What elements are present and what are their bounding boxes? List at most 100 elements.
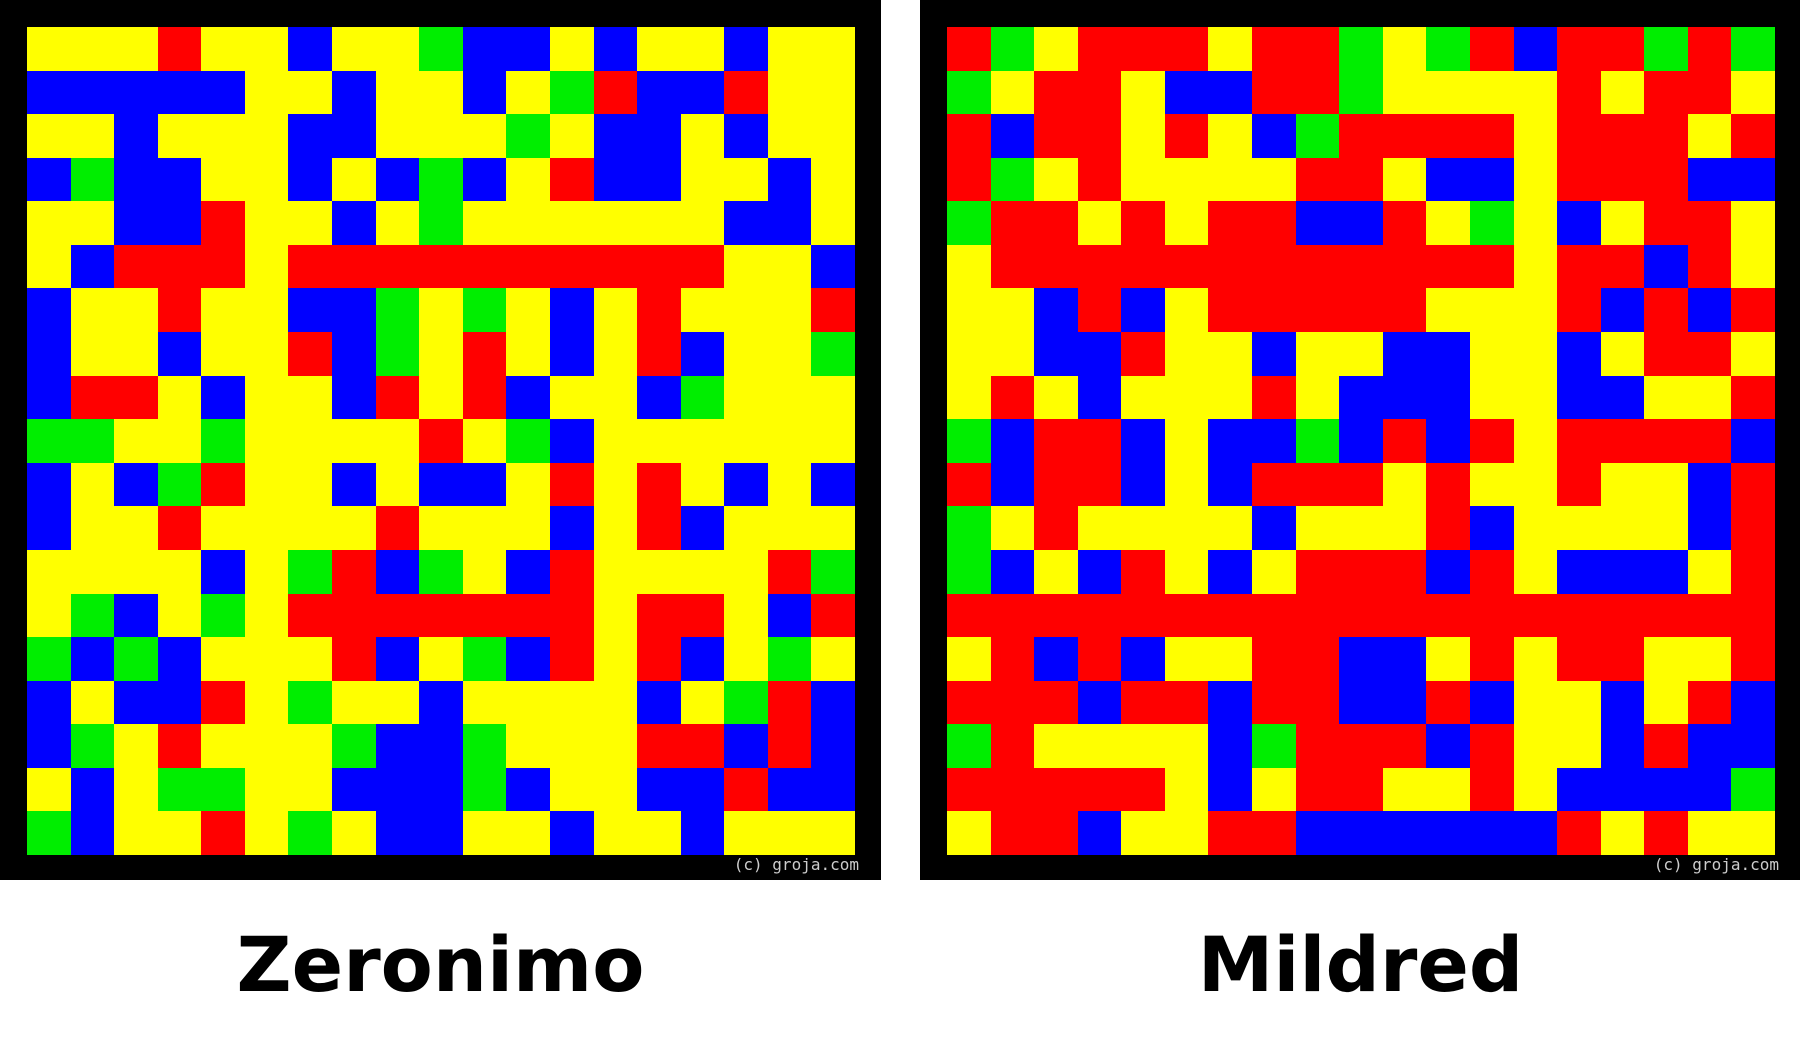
grid-cell	[1469, 114, 1514, 158]
grid-cell	[419, 811, 463, 855]
grid-cell	[375, 114, 420, 158]
grid-cell	[506, 157, 550, 202]
grid-cell	[244, 244, 289, 289]
grid-cell	[1252, 332, 1296, 376]
grid-cell	[1513, 637, 1558, 681]
grid-cell	[419, 637, 463, 681]
grid-cell	[1295, 157, 1340, 202]
grid-cell	[201, 157, 245, 202]
grid-cell	[332, 811, 376, 855]
grid-cell	[1121, 419, 1165, 463]
grid-cell	[1469, 462, 1514, 507]
left-caption: Zeronimo	[236, 920, 645, 1009]
grid-cell	[1600, 767, 1645, 812]
grid-cell	[637, 462, 681, 507]
grid-cell	[549, 201, 594, 245]
grid-cell	[1644, 332, 1688, 376]
grid-cell	[1077, 767, 1122, 812]
grid-cell	[506, 70, 550, 115]
grid-cell	[1731, 593, 1775, 638]
grid-cell	[1557, 680, 1601, 725]
grid-cell	[332, 593, 376, 638]
grid-cell	[1687, 462, 1732, 507]
grid-cell	[1513, 27, 1558, 71]
grid-cell	[1208, 724, 1253, 768]
grid-cell	[114, 157, 158, 202]
right-copyright-text: (c) groja.com	[1653, 855, 1779, 874]
grid-cell	[506, 680, 550, 725]
grid-cell	[724, 70, 768, 115]
grid-cell	[593, 375, 638, 420]
grid-cell	[1513, 506, 1558, 550]
grid-cell	[811, 114, 855, 158]
grid-cell	[1077, 462, 1122, 507]
grid-cell	[593, 811, 638, 855]
grid-cell	[637, 157, 681, 202]
grid-cell	[462, 593, 507, 638]
grid-cell	[1382, 506, 1427, 550]
grid-cell	[1295, 593, 1340, 638]
grid-cell	[1121, 157, 1165, 202]
grid-cell	[811, 70, 855, 115]
grid-cell	[1426, 462, 1470, 507]
grid-cell	[1382, 157, 1427, 202]
grid-cell	[1557, 462, 1601, 507]
grid-cell	[1034, 419, 1078, 463]
grid-cell	[157, 680, 202, 725]
grid-cell	[1644, 462, 1688, 507]
grid-cell	[157, 811, 202, 855]
grid-cell	[1208, 70, 1253, 115]
grid-cell	[811, 419, 855, 463]
grid-cell	[114, 332, 158, 376]
grid-cell	[680, 288, 725, 333]
grid-cell	[1339, 637, 1383, 681]
grid-cell	[1469, 244, 1514, 289]
grid-cell	[506, 767, 550, 812]
grid-cell	[947, 114, 991, 158]
grid-cell	[680, 70, 725, 115]
grid-cell	[201, 419, 245, 463]
grid-cell	[1469, 680, 1514, 725]
grid-cell	[419, 27, 463, 71]
grid-cell	[1687, 27, 1732, 71]
grid-cell	[1339, 767, 1383, 812]
grid-cell	[201, 680, 245, 725]
grid-cell	[549, 593, 594, 638]
grid-cell	[1339, 549, 1383, 594]
grid-cell	[947, 27, 991, 71]
grid-cell	[767, 201, 812, 245]
grid-cell	[1034, 332, 1078, 376]
grid-cell	[1644, 244, 1688, 289]
grid-cell	[1339, 593, 1383, 638]
grid-cell	[1382, 375, 1427, 420]
grid-cell	[1644, 201, 1688, 245]
grid-cell	[1382, 462, 1427, 507]
grid-cell	[1164, 201, 1209, 245]
grid-cell	[288, 462, 333, 507]
grid-cell	[462, 375, 507, 420]
grid-cell	[157, 462, 202, 507]
grid-cell	[593, 462, 638, 507]
grid-cell	[1164, 114, 1209, 158]
grid-cell	[549, 680, 594, 725]
grid-cell	[419, 70, 463, 115]
grid-cell	[811, 767, 855, 812]
grid-cell	[1164, 157, 1209, 202]
grid-cell	[375, 811, 420, 855]
grid-cell	[506, 288, 550, 333]
grid-cell	[724, 767, 768, 812]
grid-cell	[637, 70, 681, 115]
grid-cell	[332, 70, 376, 115]
grid-cell	[1600, 724, 1645, 768]
grid-cell	[680, 27, 725, 71]
grid-cell	[767, 27, 812, 71]
grid-cell	[637, 549, 681, 594]
grid-cell	[70, 593, 115, 638]
grid-cell	[1426, 27, 1470, 71]
grid-cell	[332, 462, 376, 507]
grid-cell	[593, 593, 638, 638]
grid-cell	[1731, 114, 1775, 158]
grid-cell	[1077, 332, 1122, 376]
grid-cell	[1252, 767, 1296, 812]
grid-cell	[70, 70, 115, 115]
